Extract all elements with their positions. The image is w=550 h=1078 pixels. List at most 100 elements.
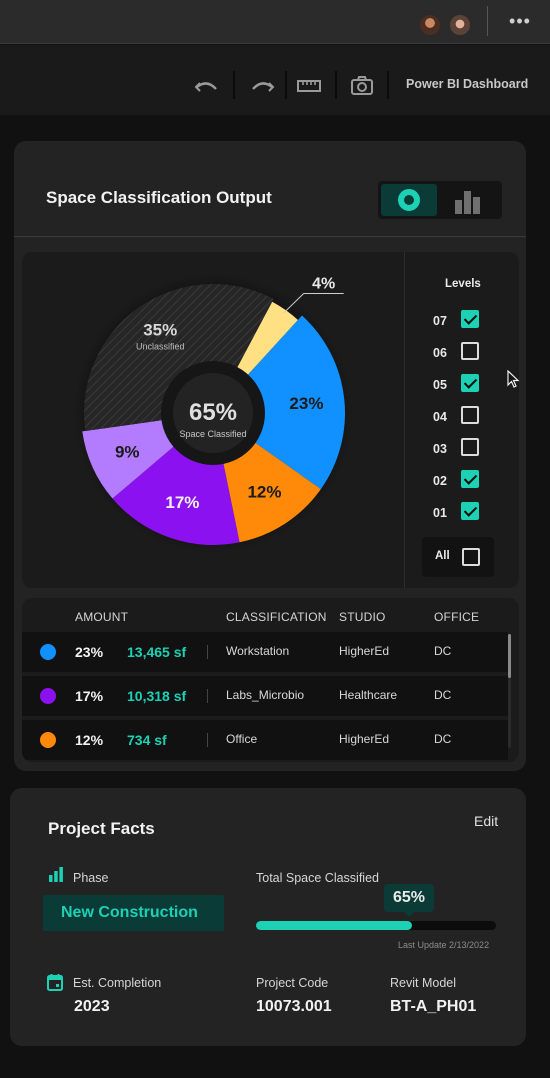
project-facts-card: Project Facts Edit Phase New Constructio… <box>10 788 526 1046</box>
level-option-03[interactable]: 03 <box>405 438 520 460</box>
slice-label: 23% <box>289 394 323 413</box>
phase-badge: New Construction <box>43 895 224 931</box>
label-leader-line <box>282 293 344 314</box>
undo-icon[interactable] <box>194 75 220 97</box>
ruler-icon[interactable] <box>296 75 322 97</box>
classification-table: AMOUNT CLASSIFICATION STUDIO OFFICE 23% 1… <box>22 598 519 762</box>
revit-model-label: Revit Model <box>390 976 456 990</box>
level-option-06[interactable]: 06 <box>405 342 520 364</box>
divider <box>207 733 208 747</box>
slice-label: 9% <box>115 443 140 462</box>
level-label: 07 <box>433 314 447 328</box>
card-title: Space Classification Output <box>46 188 272 207</box>
level-label: 05 <box>433 378 447 392</box>
donut-view-button[interactable] <box>381 184 437 216</box>
classification-cell: Labs_Microbio <box>226 688 305 702</box>
pie-slice[interactable] <box>234 301 298 380</box>
level-checkbox[interactable] <box>461 310 479 328</box>
studio-cell: HigherEd <box>339 732 390 746</box>
level-option-01[interactable]: 01 <box>405 502 520 524</box>
level-checkbox[interactable] <box>461 374 479 392</box>
level-option-04[interactable]: 04 <box>405 406 520 428</box>
all-checkbox[interactable] <box>462 548 480 566</box>
amount-area: 13,465 sf <box>127 644 187 660</box>
level-label: 06 <box>433 346 447 360</box>
pie-slice[interactable] <box>112 442 240 545</box>
amount-area: 734 sf <box>127 732 167 748</box>
slice-label: 17% <box>165 493 199 512</box>
amount-percent: 23% <box>75 644 104 660</box>
level-option-07[interactable]: 07 <box>405 310 520 332</box>
toolbar: Power BI Dashboard <box>0 45 550 115</box>
office-cell: DC <box>434 732 452 746</box>
studio-cell: Healthcare <box>339 688 398 702</box>
table-row[interactable]: 12% 734 sf Office HigherEd DC <box>22 720 508 760</box>
slice-labels: 4% 23% 12% 17% 9% 35% Unclassified <box>115 276 344 512</box>
edit-button[interactable]: Edit <box>474 813 499 829</box>
slice-group <box>82 284 345 545</box>
levels-title: Levels <box>445 278 481 290</box>
center-label: Space Classified <box>179 429 246 439</box>
level-checkbox[interactable] <box>461 470 479 488</box>
level-checkbox[interactable] <box>461 502 479 520</box>
pie-slice[interactable] <box>244 315 345 490</box>
chart-panel: 65% Space Classified 4% 23% 12% 17% 9% 35% Unc… <box>22 252 520 588</box>
level-option-02[interactable]: 02 <box>405 470 520 492</box>
level-checkbox[interactable] <box>461 342 479 360</box>
scrollbar-thumb[interactable] <box>508 634 511 678</box>
color-swatch <box>40 732 56 748</box>
progress-value: 65% <box>384 884 435 917</box>
bar-chart-icon[interactable] <box>452 188 484 214</box>
progress-bar <box>256 921 496 930</box>
space-classification-card: Space Classification Output <box>14 141 526 771</box>
project-code-value: 10073.001 <box>256 998 332 1015</box>
phase-value: New Construction <box>61 904 198 921</box>
divider <box>335 71 337 99</box>
redo-icon[interactable] <box>249 75 275 97</box>
divider <box>233 71 235 99</box>
pie-slice[interactable] <box>84 284 274 431</box>
level-label: 02 <box>433 474 447 488</box>
divider <box>14 236 526 237</box>
table-row[interactable]: 23% 13,465 sf Workstation HigherEd DC <box>22 632 508 672</box>
column-header-office[interactable]: OFFICE <box>434 610 480 624</box>
scrollbar-track[interactable] <box>508 634 511 748</box>
view-toggle[interactable] <box>378 181 502 219</box>
divider <box>487 6 488 36</box>
avatar[interactable] <box>418 13 442 37</box>
pie-slice[interactable] <box>222 439 321 543</box>
amount-percent: 17% <box>75 688 104 704</box>
column-header-amount[interactable]: AMOUNT <box>75 610 129 624</box>
top-bar: ••• <box>0 0 550 44</box>
all-levels-option[interactable]: All <box>422 537 494 577</box>
level-option-05[interactable]: 05 <box>405 374 520 396</box>
slice-label: 12% <box>247 483 281 502</box>
camera-icon[interactable] <box>349 75 375 97</box>
table-row[interactable]: 17% 10,318 sf Labs_Microbio Healthcare DC <box>22 676 508 716</box>
pie-slice[interactable] <box>82 419 178 499</box>
mouse-pointer-icon <box>507 370 520 388</box>
more-options-icon[interactable]: ••• <box>509 11 531 31</box>
level-label: 03 <box>433 442 447 456</box>
donut-icon <box>398 189 420 211</box>
card-title: Project Facts <box>48 819 155 838</box>
amount-percent: 12% <box>75 732 104 748</box>
studio-cell: HigherEd <box>339 644 390 658</box>
divider <box>387 71 389 99</box>
classification-cell: Office <box>226 732 258 746</box>
color-swatch <box>40 688 56 704</box>
level-checkbox[interactable] <box>461 406 479 424</box>
bar-chart-icon <box>49 867 63 882</box>
level-checkbox[interactable] <box>461 438 479 456</box>
office-cell: DC <box>434 688 452 702</box>
avatar[interactable] <box>448 13 472 37</box>
donut-chart: 65% Space Classified 4% 23% 12% 17% 9% 35% Unc… <box>73 273 353 553</box>
column-header-classification[interactable]: CLASSIFICATION <box>226 610 327 624</box>
progress-fill <box>256 921 412 930</box>
column-header-studio[interactable]: STUDIO <box>339 610 386 624</box>
slice-label: 4% <box>312 276 335 293</box>
level-label: 01 <box>433 506 447 520</box>
project-code-label: Project Code <box>256 976 329 990</box>
last-update: Last Update 2/13/2022 <box>398 940 490 950</box>
office-cell: DC <box>434 644 452 658</box>
